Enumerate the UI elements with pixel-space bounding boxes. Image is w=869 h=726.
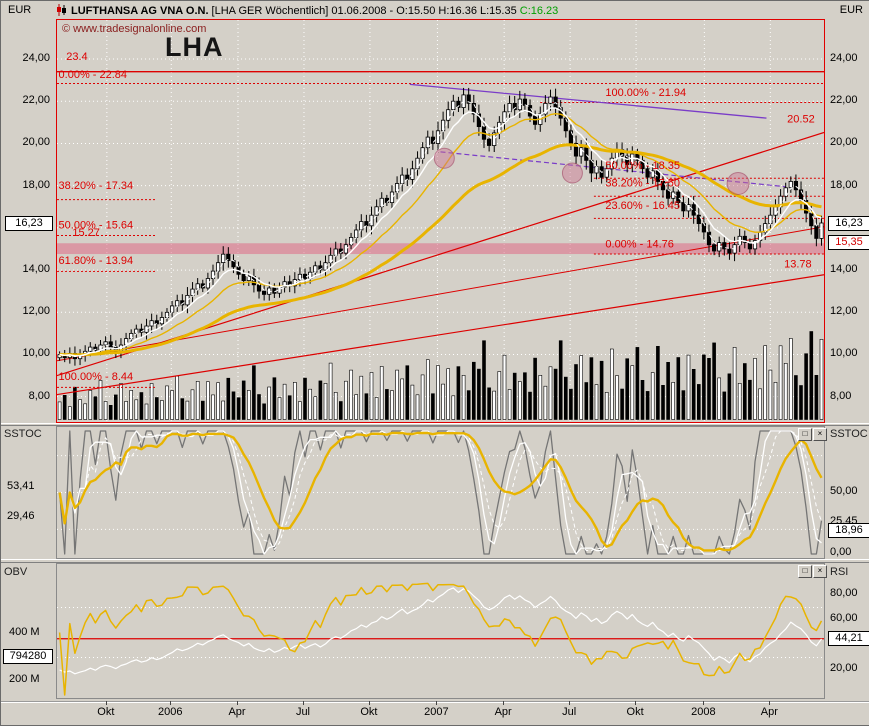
price-tick-right: 8,00 [830,389,852,402]
time-axis-tick [170,701,172,705]
time-axis-tick [635,701,637,705]
time-axis-label: Okt [97,706,115,718]
stochastic-current-box: 18,96 [828,523,869,538]
price-tick-right: 22,00 [830,94,858,107]
price-tick-right: 12,00 [830,305,858,318]
close-value: C:16.23 [519,5,559,17]
svg-text:13.78: 13.78 [784,259,812,271]
time-axis-label: Jul [562,706,577,718]
time-axis-tick [503,701,505,705]
time-axis-label: 2006 [158,706,183,718]
panel-restore-button[interactable]: □ [798,565,812,578]
time-axis-tick [703,701,705,705]
candlestick-icon [56,4,67,19]
svg-text:20.52: 20.52 [787,113,815,125]
rsi-tick-right: 60,00 [830,612,858,624]
time-axis-tick [105,701,107,705]
time-axis-label: Jul [295,706,310,718]
current-price-box-right: 16,23 [828,216,869,231]
svg-text:0.00% - 14.76: 0.00% - 14.76 [605,238,674,250]
time-axis-tick [237,701,238,705]
rsi-tick-right: 20,00 [830,662,858,674]
svg-text:23.60% - 16.45: 23.60% - 16.45 [605,200,680,212]
price-tick-left: 10,00 [22,347,50,360]
time-axis-tick [368,701,370,705]
time-axis-label: Okt [626,706,644,718]
stoch-label-right: SSTOC [830,428,868,440]
stoch-panel-buttons: □ × [798,428,827,441]
svg-text:15.27: 15.27 [72,227,100,239]
time-axis-label: Apr [760,706,778,718]
stoch-label-left: SSTOC [4,428,42,440]
rsi-tick-right: 80,00 [830,587,858,599]
stoch-value-left: 29,46 [7,509,35,522]
stoch-tick-right: 50,00 [830,484,858,497]
svg-text:23.4: 23.4 [66,51,87,63]
stoch-value-left: 53,41 [7,480,35,493]
time-axis-tick [569,701,571,705]
time-axis-tick [302,701,304,705]
obv-current-box: 794280 [3,649,53,664]
rsi-label-right: RSI [830,566,849,578]
time-axis-label: Apr [228,706,246,718]
svg-text:0.00% - 22.84: 0.00% - 22.84 [59,69,128,81]
price-tick-right: 20,00 [830,136,858,149]
price-chart-canvas[interactable]: 23.4 0.00% - 22.84 100.00% - 21.94 20.52 50.… [57,20,824,422]
current-price-box-left: 16,23 [5,216,53,231]
watermark: © www.tradesignalonline.com [62,23,207,35]
instrument-detail: [LHA GER Wöchentlich] 01.06.2008 - O:15.… [208,5,520,17]
stochastic-canvas[interactable] [57,427,824,558]
low-price-box-right: 15,35 [828,235,869,250]
svg-text:100.00% - 8.44: 100.00% - 8.44 [59,371,134,383]
time-axis-label: 2007 [424,706,449,718]
svg-text:61.80% - 13.94: 61.80% - 13.94 [59,255,134,267]
obv-tick-left: 200 M [9,672,40,685]
obv-label-left: OBV [4,566,28,578]
time-axis-label: Okt [360,706,378,718]
top-info-bar: EUR LUFTHANSA AG VNA O.N. [LHA GER Wöche… [1,1,869,19]
price-tick-left: 8,00 [28,389,50,402]
price-tick-left: 20,00 [22,136,50,149]
svg-text:50.00% - 15.64: 50.00% - 15.64 [59,219,134,231]
price-tick-left: 22,00 [22,94,50,107]
price-tick-left: 24,00 [22,52,50,65]
panel-close-button[interactable]: × [813,565,827,578]
price-tick-right: 18,00 [830,178,858,191]
price-tick-left: 12,00 [22,305,50,318]
panel-splitter[interactable] [1,423,869,426]
panel-restore-button[interactable]: □ [798,428,812,441]
time-axis-tick [769,701,771,705]
time-axis-tick [436,701,438,705]
svg-text:100.00% - 21.94: 100.00% - 21.94 [605,87,686,99]
obv-tick-left: 400 M [9,626,40,639]
svg-text:38.20% - 17.34: 38.20% - 17.34 [59,180,134,192]
left-axis-unit-label: EUR [8,4,32,16]
panel-close-button[interactable]: × [813,428,827,441]
svg-text:50.00% - 18.35: 50.00% - 18.35 [605,160,680,172]
panel-splitter[interactable] [1,559,869,563]
price-tick-right: 24,00 [830,52,858,65]
stochastic-panel[interactable] [56,426,825,559]
time-axis [1,701,869,725]
instrument-name: LUFTHANSA AG VNA O.N. [71,5,209,17]
svg-text:38.20% - 17.50: 38.20% - 17.50 [605,178,680,190]
right-axis-unit-label: EUR [839,4,863,16]
time-axis-label: 2008 [691,706,716,718]
price-tick-left: 18,00 [22,178,50,191]
chart-title: LUFTHANSA AG VNA O.N. [LHA GER Wöchentli… [56,4,558,19]
time-axis-label: Apr [494,706,512,718]
stoch-tick-right: 0,00 [830,546,852,558]
rsi-current-box: 44,21 [828,631,869,646]
obv-panel-buttons: □ × [798,565,827,578]
price-chart-panel[interactable]: © www.tradesignalonline.com LHA 23.4 0.00… [56,19,825,423]
price-tick-left: 14,00 [22,263,50,276]
obv-rsi-panel[interactable] [56,563,825,699]
price-tick-right: 10,00 [830,347,858,360]
price-tick-right: 14,00 [830,263,858,276]
obv-rsi-canvas[interactable] [57,564,824,698]
symbol-watermark: LHA [165,32,224,62]
